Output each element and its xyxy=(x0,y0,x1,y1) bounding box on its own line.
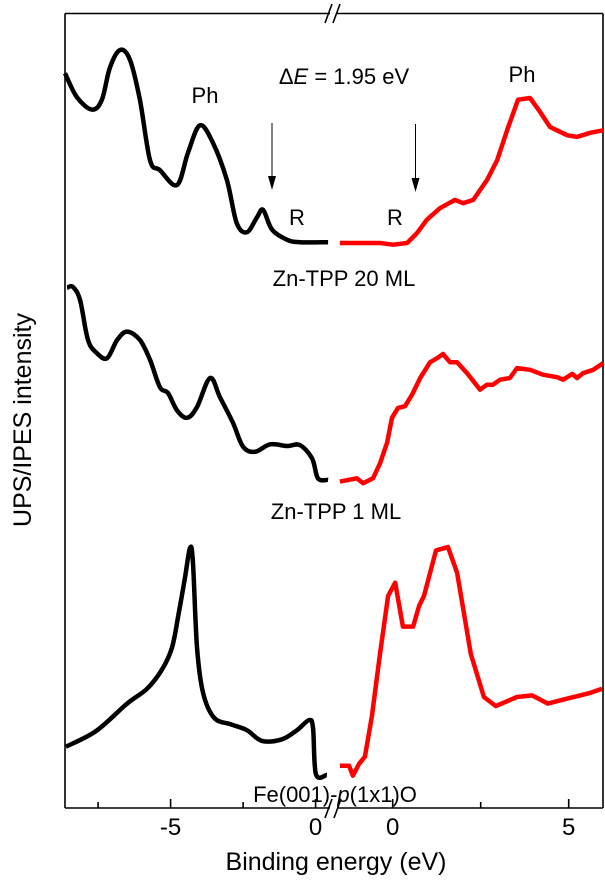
label-ph-right: Ph xyxy=(509,62,536,87)
series-line-ups-zn-tpp-1ml xyxy=(66,283,329,483)
arrow-right xyxy=(411,124,420,192)
series-line-ups-zn-tpp-20ml xyxy=(62,47,329,245)
label-ph-left: Ph xyxy=(192,83,219,108)
label-sample-bottom: Fe(001)-p(1x1)O xyxy=(253,782,417,807)
series-line-ups-fe001-o xyxy=(64,544,328,780)
series-line-ipes-zn-tpp-1ml xyxy=(339,351,605,486)
x-axis-ticks: -5 0 0 5 xyxy=(97,799,575,841)
label-r-left: R xyxy=(289,205,305,230)
x-tick-label: 5 xyxy=(562,814,575,841)
label-delta-e: ΔE = 1.95 eV xyxy=(279,64,410,89)
x-tick-label: 0 xyxy=(386,814,399,841)
y-axis-label: UPS/IPES intensity xyxy=(9,313,37,527)
x-tick-label: 0 xyxy=(309,814,322,841)
axis-break-top xyxy=(324,3,341,24)
label-sample-middle: Zn-TPP 1 ML xyxy=(271,499,401,524)
plot-frame xyxy=(64,12,604,809)
spectra xyxy=(62,47,605,780)
x-axis-label: Binding energy (eV) xyxy=(226,848,447,876)
series-line-ipes-zn-tpp-20ml xyxy=(339,95,604,247)
axis-break-bottom xyxy=(324,798,342,819)
series-line-ipes-fe001-o xyxy=(339,544,603,778)
label-sample-top: Zn-TPP 20 ML xyxy=(273,266,416,291)
x-tick-label: -5 xyxy=(160,814,181,841)
label-r-right: R xyxy=(387,205,403,230)
arrow-left xyxy=(268,123,276,190)
